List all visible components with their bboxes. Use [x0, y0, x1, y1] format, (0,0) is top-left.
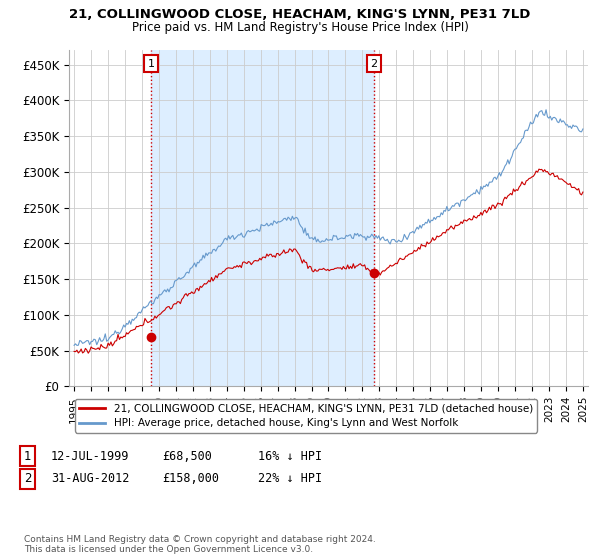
- Text: 16% ↓ HPI: 16% ↓ HPI: [258, 450, 322, 463]
- Text: 31-AUG-2012: 31-AUG-2012: [51, 472, 130, 486]
- Text: Contains HM Land Registry data © Crown copyright and database right 2024.
This d: Contains HM Land Registry data © Crown c…: [24, 535, 376, 554]
- Text: 12-JUL-1999: 12-JUL-1999: [51, 450, 130, 463]
- Text: £68,500: £68,500: [162, 450, 212, 463]
- Text: £158,000: £158,000: [162, 472, 219, 486]
- Bar: [151, 50, 374, 386]
- Text: 22% ↓ HPI: 22% ↓ HPI: [258, 472, 322, 486]
- Text: 21, COLLINGWOOD CLOSE, HEACHAM, KING'S LYNN, PE31 7LD: 21, COLLINGWOOD CLOSE, HEACHAM, KING'S L…: [70, 8, 530, 21]
- Text: 1: 1: [24, 450, 32, 463]
- Text: 2: 2: [24, 472, 32, 486]
- Text: 2: 2: [370, 59, 377, 69]
- Text: Price paid vs. HM Land Registry's House Price Index (HPI): Price paid vs. HM Land Registry's House …: [131, 21, 469, 34]
- Legend: 21, COLLINGWOOD CLOSE, HEACHAM, KING'S LYNN, PE31 7LD (detached house), HPI: Ave: 21, COLLINGWOOD CLOSE, HEACHAM, KING'S L…: [75, 399, 537, 432]
- Text: 1: 1: [148, 59, 154, 69]
